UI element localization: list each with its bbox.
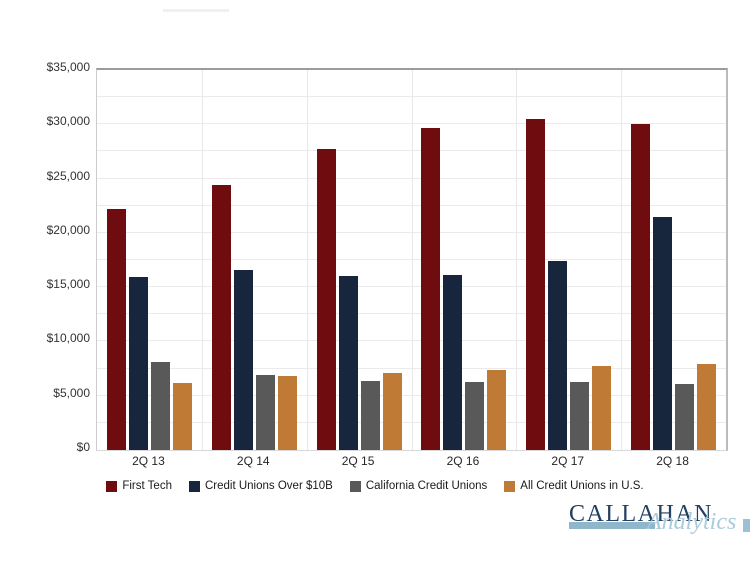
bar bbox=[172, 382, 192, 450]
x-tick-label: 2Q 17 bbox=[551, 454, 585, 468]
bar bbox=[570, 381, 590, 450]
logo-edge-fragment bbox=[743, 519, 750, 532]
bar-group bbox=[621, 70, 726, 450]
faded-title-artifact bbox=[163, 9, 229, 12]
legend-swatch bbox=[106, 480, 118, 492]
bar bbox=[106, 209, 126, 450]
bar bbox=[150, 362, 170, 450]
x-tick-label: 2Q 13 bbox=[132, 454, 165, 468]
bar bbox=[255, 375, 275, 450]
x-tick-label: 2Q 15 bbox=[341, 454, 375, 468]
y-tick-label: $15,000 bbox=[46, 277, 90, 292]
vertical-gridline bbox=[516, 70, 518, 450]
legend-item: All Credit Unions in U.S. bbox=[504, 480, 644, 492]
bar bbox=[316, 149, 336, 450]
legend-label: California Credit Unions bbox=[365, 480, 488, 492]
bar bbox=[382, 372, 402, 450]
bar bbox=[360, 380, 380, 450]
legend: First Tech Credit Unions Over $10B Califor… bbox=[0, 480, 750, 492]
bar-group bbox=[202, 70, 307, 450]
x-tick-label: 2Q 14 bbox=[236, 454, 270, 468]
bar bbox=[487, 369, 507, 450]
logo-subtitle: Analytics bbox=[647, 509, 737, 535]
bar bbox=[631, 124, 651, 450]
bar bbox=[128, 277, 148, 450]
bar bbox=[697, 364, 717, 450]
legend-label: First Tech bbox=[122, 480, 172, 492]
vertical-gridline bbox=[201, 70, 203, 450]
bar-group bbox=[307, 70, 412, 450]
logo-bar-decoration bbox=[569, 522, 655, 529]
plot-area bbox=[96, 68, 728, 451]
callahan-logo: CALLAHAN Analytics bbox=[569, 502, 750, 547]
bar bbox=[443, 275, 463, 450]
y-tick-label: $5,000 bbox=[53, 385, 90, 400]
bar bbox=[277, 376, 297, 450]
legend-item: Credit Unions Over $10B bbox=[188, 480, 333, 492]
vertical-gridline bbox=[411, 70, 413, 450]
y-tick-label: $20,000 bbox=[46, 222, 90, 237]
legend-item: California Credit Unions bbox=[349, 480, 488, 492]
y-tick-label: $25,000 bbox=[46, 168, 90, 183]
y-tick-label: $10,000 bbox=[46, 331, 90, 346]
bar bbox=[338, 276, 358, 450]
legend-item: First Tech bbox=[106, 480, 172, 492]
bar bbox=[211, 185, 231, 450]
legend-swatch bbox=[188, 480, 200, 492]
y-tick-label: $30,000 bbox=[46, 114, 90, 129]
bar bbox=[421, 127, 441, 450]
bar bbox=[653, 216, 673, 450]
x-tick-label: 2Q 16 bbox=[446, 454, 480, 468]
legend-swatch bbox=[349, 480, 361, 492]
legend-swatch bbox=[504, 480, 516, 492]
bar-group bbox=[412, 70, 517, 450]
y-tick-label: $35,000 bbox=[46, 60, 90, 74]
bar bbox=[592, 366, 612, 450]
bar bbox=[233, 269, 253, 450]
bar bbox=[526, 118, 546, 450]
x-tick-label: 2Q 18 bbox=[656, 454, 689, 468]
vertical-gridline bbox=[621, 70, 623, 450]
bar bbox=[548, 261, 568, 450]
vertical-gridline bbox=[306, 70, 308, 450]
legend-label: All Credit Unions in U.S. bbox=[520, 480, 644, 492]
bar bbox=[465, 381, 485, 450]
bar bbox=[675, 383, 695, 450]
bar-group bbox=[97, 70, 202, 450]
bar-group bbox=[516, 70, 621, 450]
y-tick-label: $0 bbox=[76, 440, 90, 454]
legend-label: Credit Unions Over $10B bbox=[204, 480, 333, 492]
